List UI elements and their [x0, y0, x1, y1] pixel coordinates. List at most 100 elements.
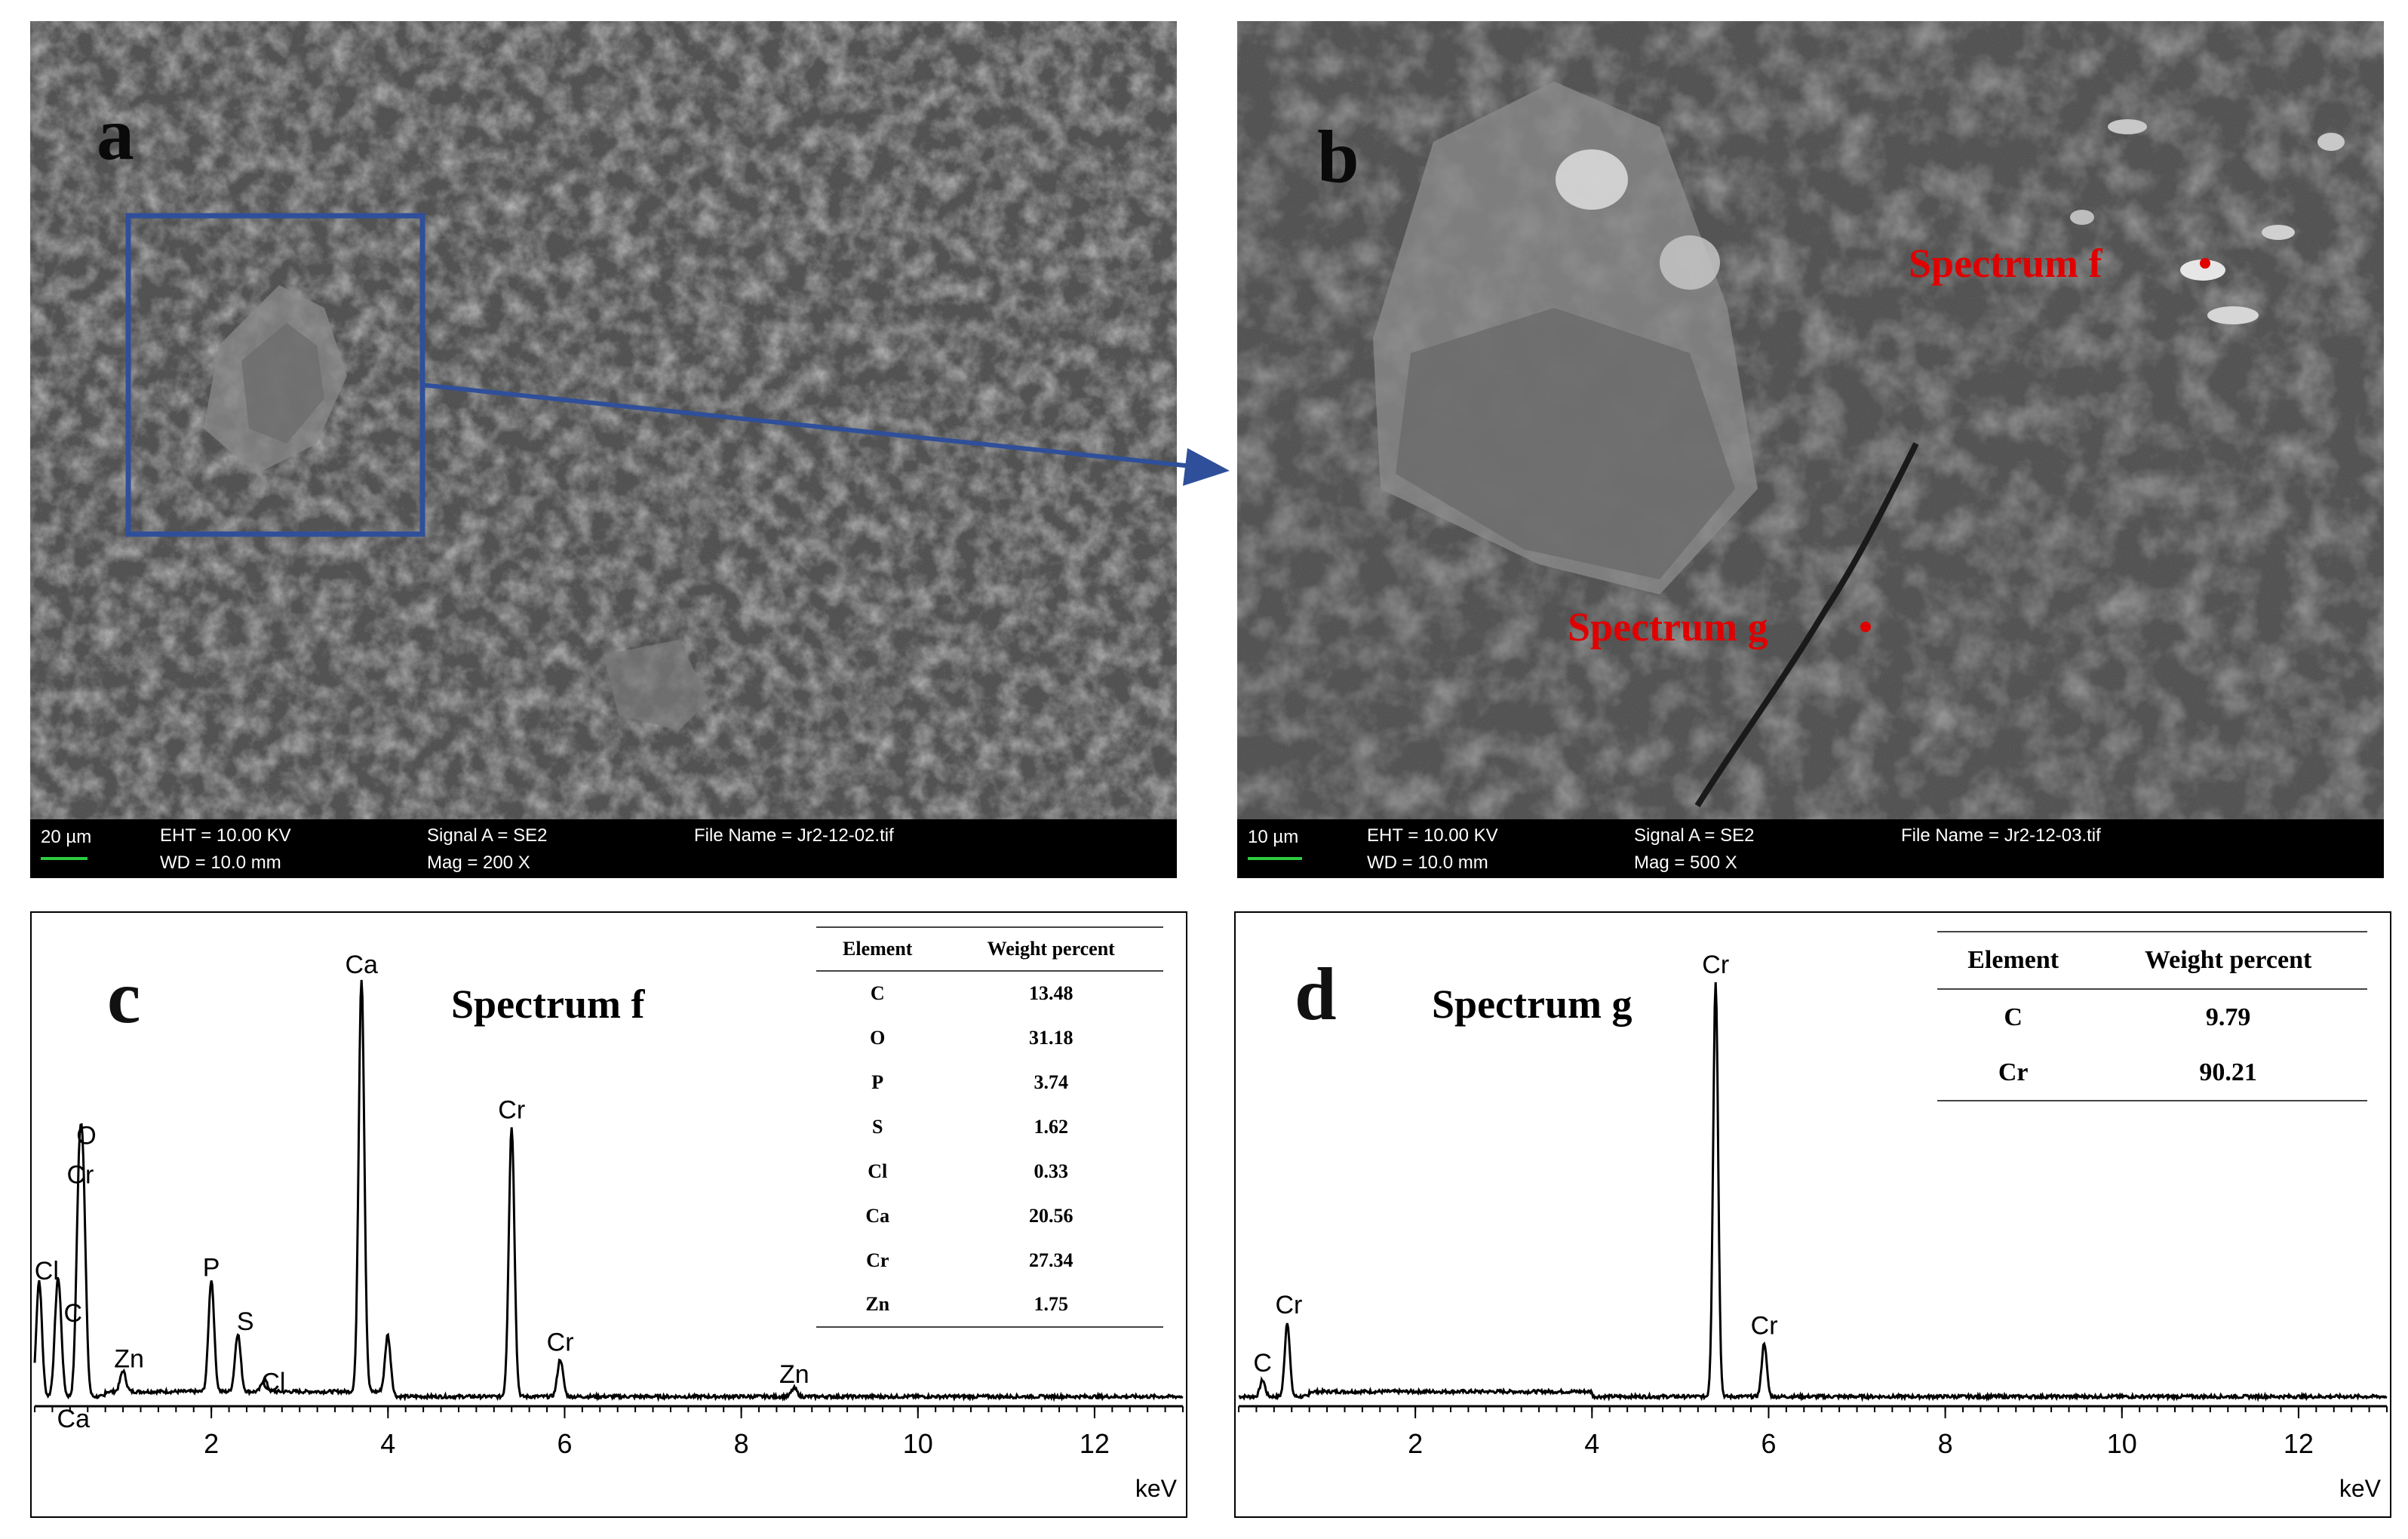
peak-label: P — [203, 1254, 220, 1282]
weight-cell: 1.75 — [938, 1282, 1163, 1328]
element-cell: C — [2004, 1003, 2023, 1031]
sem-image-a: a 20 µm EHT = 10.00 KV WD = 10.0 mm Sign… — [30, 21, 1177, 878]
peak-label: C — [1253, 1349, 1272, 1378]
file-name-label: File Name = Jr2-12-03.tif — [1901, 825, 2101, 846]
peak-label: Cr — [547, 1329, 574, 1357]
spectrum-g-spot-marker — [1860, 622, 1871, 632]
element-cell: O — [870, 1026, 886, 1049]
panel-letter-a: a — [97, 92, 134, 176]
x-tick-label: 4 — [1584, 1428, 1599, 1459]
table-row: Zn 1.75 — [816, 1282, 1163, 1328]
element-cell: C — [870, 982, 885, 1004]
eht-label: EHT = 10.00 KV — [1367, 825, 1498, 846]
table-header-weight: Weight percent — [2089, 931, 2367, 990]
peak-label: Cr — [1751, 1312, 1778, 1341]
panel-letter-c: c — [107, 955, 141, 1039]
x-tick-label: 6 — [1761, 1428, 1776, 1459]
scale-label: 20 µm — [41, 827, 92, 847]
eht-label: EHT = 10.00 KV — [160, 825, 291, 846]
table-header-element: Element — [816, 926, 939, 972]
mag-label: Mag = 200 X — [427, 852, 530, 873]
spectrum-g-spot-label: Spectrum g — [1568, 604, 1768, 650]
sem-image-b: b Spectrum f Spectrum g 10 µm EHT = 10.0… — [1237, 21, 2384, 878]
weight-cell: 27.34 — [1028, 1249, 1073, 1271]
x-tick-label: 10 — [2107, 1428, 2137, 1459]
spectrum-f-spot-marker — [2200, 258, 2210, 269]
x-tick-label: 2 — [204, 1428, 219, 1459]
element-cell: Cr — [866, 1249, 889, 1271]
x-axis-unit-label: keV — [1135, 1475, 1178, 1502]
weight-cell: 13.48 — [1028, 982, 1073, 1004]
weight-cell: 0.33 — [1034, 1160, 1068, 1182]
spectrum-title: Spectrum f — [451, 981, 645, 1027]
eds-panel-d: 2 4 6 8 10 12 keV C Cr Cr Cr d Spectrum g Element … — [1234, 911, 2391, 1518]
eds-panel-c: 2 4 6 8 10 12 keV Cl C Ca O Cr Zn P S Cl Ca Cr Cr Zn c Spec… — [30, 911, 1187, 1518]
table-row: Ca 20.56 — [816, 1193, 1163, 1238]
table-row: Cr 90.21 — [1937, 1045, 2367, 1101]
mag-label: Mag = 500 X — [1634, 852, 1737, 873]
element-cell: Zn — [816, 1282, 939, 1328]
scale-bar — [1248, 857, 1302, 860]
region-highlight-box — [125, 213, 425, 537]
table-row: S 1.62 — [816, 1104, 1163, 1149]
peak-label: Cl — [35, 1257, 59, 1286]
peak-label: Ca — [345, 951, 378, 979]
table-header-element: Element — [1937, 931, 2090, 990]
x-axis-unit-label: keV — [2339, 1475, 2382, 1502]
panel-letter-d: d — [1295, 952, 1337, 1036]
peak-label: Cr — [1702, 951, 1729, 979]
wd-label: WD = 10.0 mm — [1367, 852, 1488, 873]
eds-spectrum-g-chart: 2 4 6 8 10 12 keV C Cr Cr Cr — [1238, 951, 2388, 1502]
wd-label: WD = 10.0 mm — [160, 852, 281, 873]
x-tick-label: 2 — [1408, 1428, 1423, 1459]
scale-bar — [41, 857, 88, 860]
spectrum-line — [1238, 981, 2388, 1402]
signal-label: Signal A = SE2 — [1634, 825, 1755, 846]
weight-cell: 9.79 — [2205, 1003, 2251, 1031]
x-tick-label: 4 — [380, 1428, 395, 1459]
weight-cell: 3.74 — [1034, 1071, 1068, 1093]
x-tick-label: 8 — [734, 1428, 749, 1459]
peak-label: Cr — [498, 1096, 525, 1125]
peak-label: O — [76, 1122, 96, 1150]
element-cell: Cl — [868, 1160, 888, 1182]
peak-label: Cr — [66, 1161, 94, 1190]
element-cell: P — [871, 1071, 884, 1093]
sem-texture-b — [1237, 21, 2384, 878]
spectrum-line — [33, 979, 1184, 1402]
x-tick-label: 12 — [1080, 1428, 1110, 1459]
table-row: Cr 27.34 — [816, 1238, 1163, 1282]
weight-cell: 20.56 — [1028, 1204, 1073, 1227]
sem-info-bar-b: 10 µm EHT = 10.00 KV WD = 10.0 mm Signal… — [1237, 819, 2384, 878]
weight-cell: 31.18 — [1028, 1026, 1073, 1049]
weight-cell: 90.21 — [2089, 1045, 2367, 1101]
x-tick-label: 8 — [1938, 1428, 1953, 1459]
table-header-weight: Weight percent — [938, 926, 1163, 972]
element-cell: Cr — [1937, 1045, 2090, 1101]
peak-label: S — [237, 1307, 254, 1336]
x-tick-label: 12 — [2284, 1428, 2314, 1459]
scale-label: 10 µm — [1248, 827, 1299, 847]
peak-label: Zn — [114, 1345, 144, 1374]
peak-label: Cr — [1275, 1291, 1302, 1319]
spectrum-title: Spectrum g — [1432, 981, 1632, 1027]
composition-table-d: Element Weight percent C 9.79 Cr 90.21 — [1937, 931, 2367, 1101]
signal-label: Signal A = SE2 — [427, 825, 548, 846]
element-cell: Ca — [865, 1204, 890, 1227]
table-row: O 31.18 — [816, 1015, 1163, 1060]
peak-label: Ca — [57, 1405, 91, 1433]
peak-label: C — [64, 1299, 83, 1328]
file-name-label: File Name = Jr2-12-02.tif — [694, 825, 894, 846]
x-tick-label: 6 — [557, 1428, 572, 1459]
sem-info-bar-a: 20 µm EHT = 10.00 KV WD = 10.0 mm Signal… — [30, 819, 1177, 878]
panel-letter-b: b — [1317, 115, 1359, 198]
weight-cell: 1.62 — [1034, 1115, 1068, 1138]
table-row: Cl 0.33 — [816, 1149, 1163, 1193]
peak-label: Zn — [779, 1360, 809, 1389]
table-row: P 3.74 — [816, 1060, 1163, 1104]
table-row: C 9.79 — [1937, 989, 2367, 1045]
peak-label: Cl — [261, 1369, 285, 1397]
sem-texture-a — [30, 21, 1177, 878]
